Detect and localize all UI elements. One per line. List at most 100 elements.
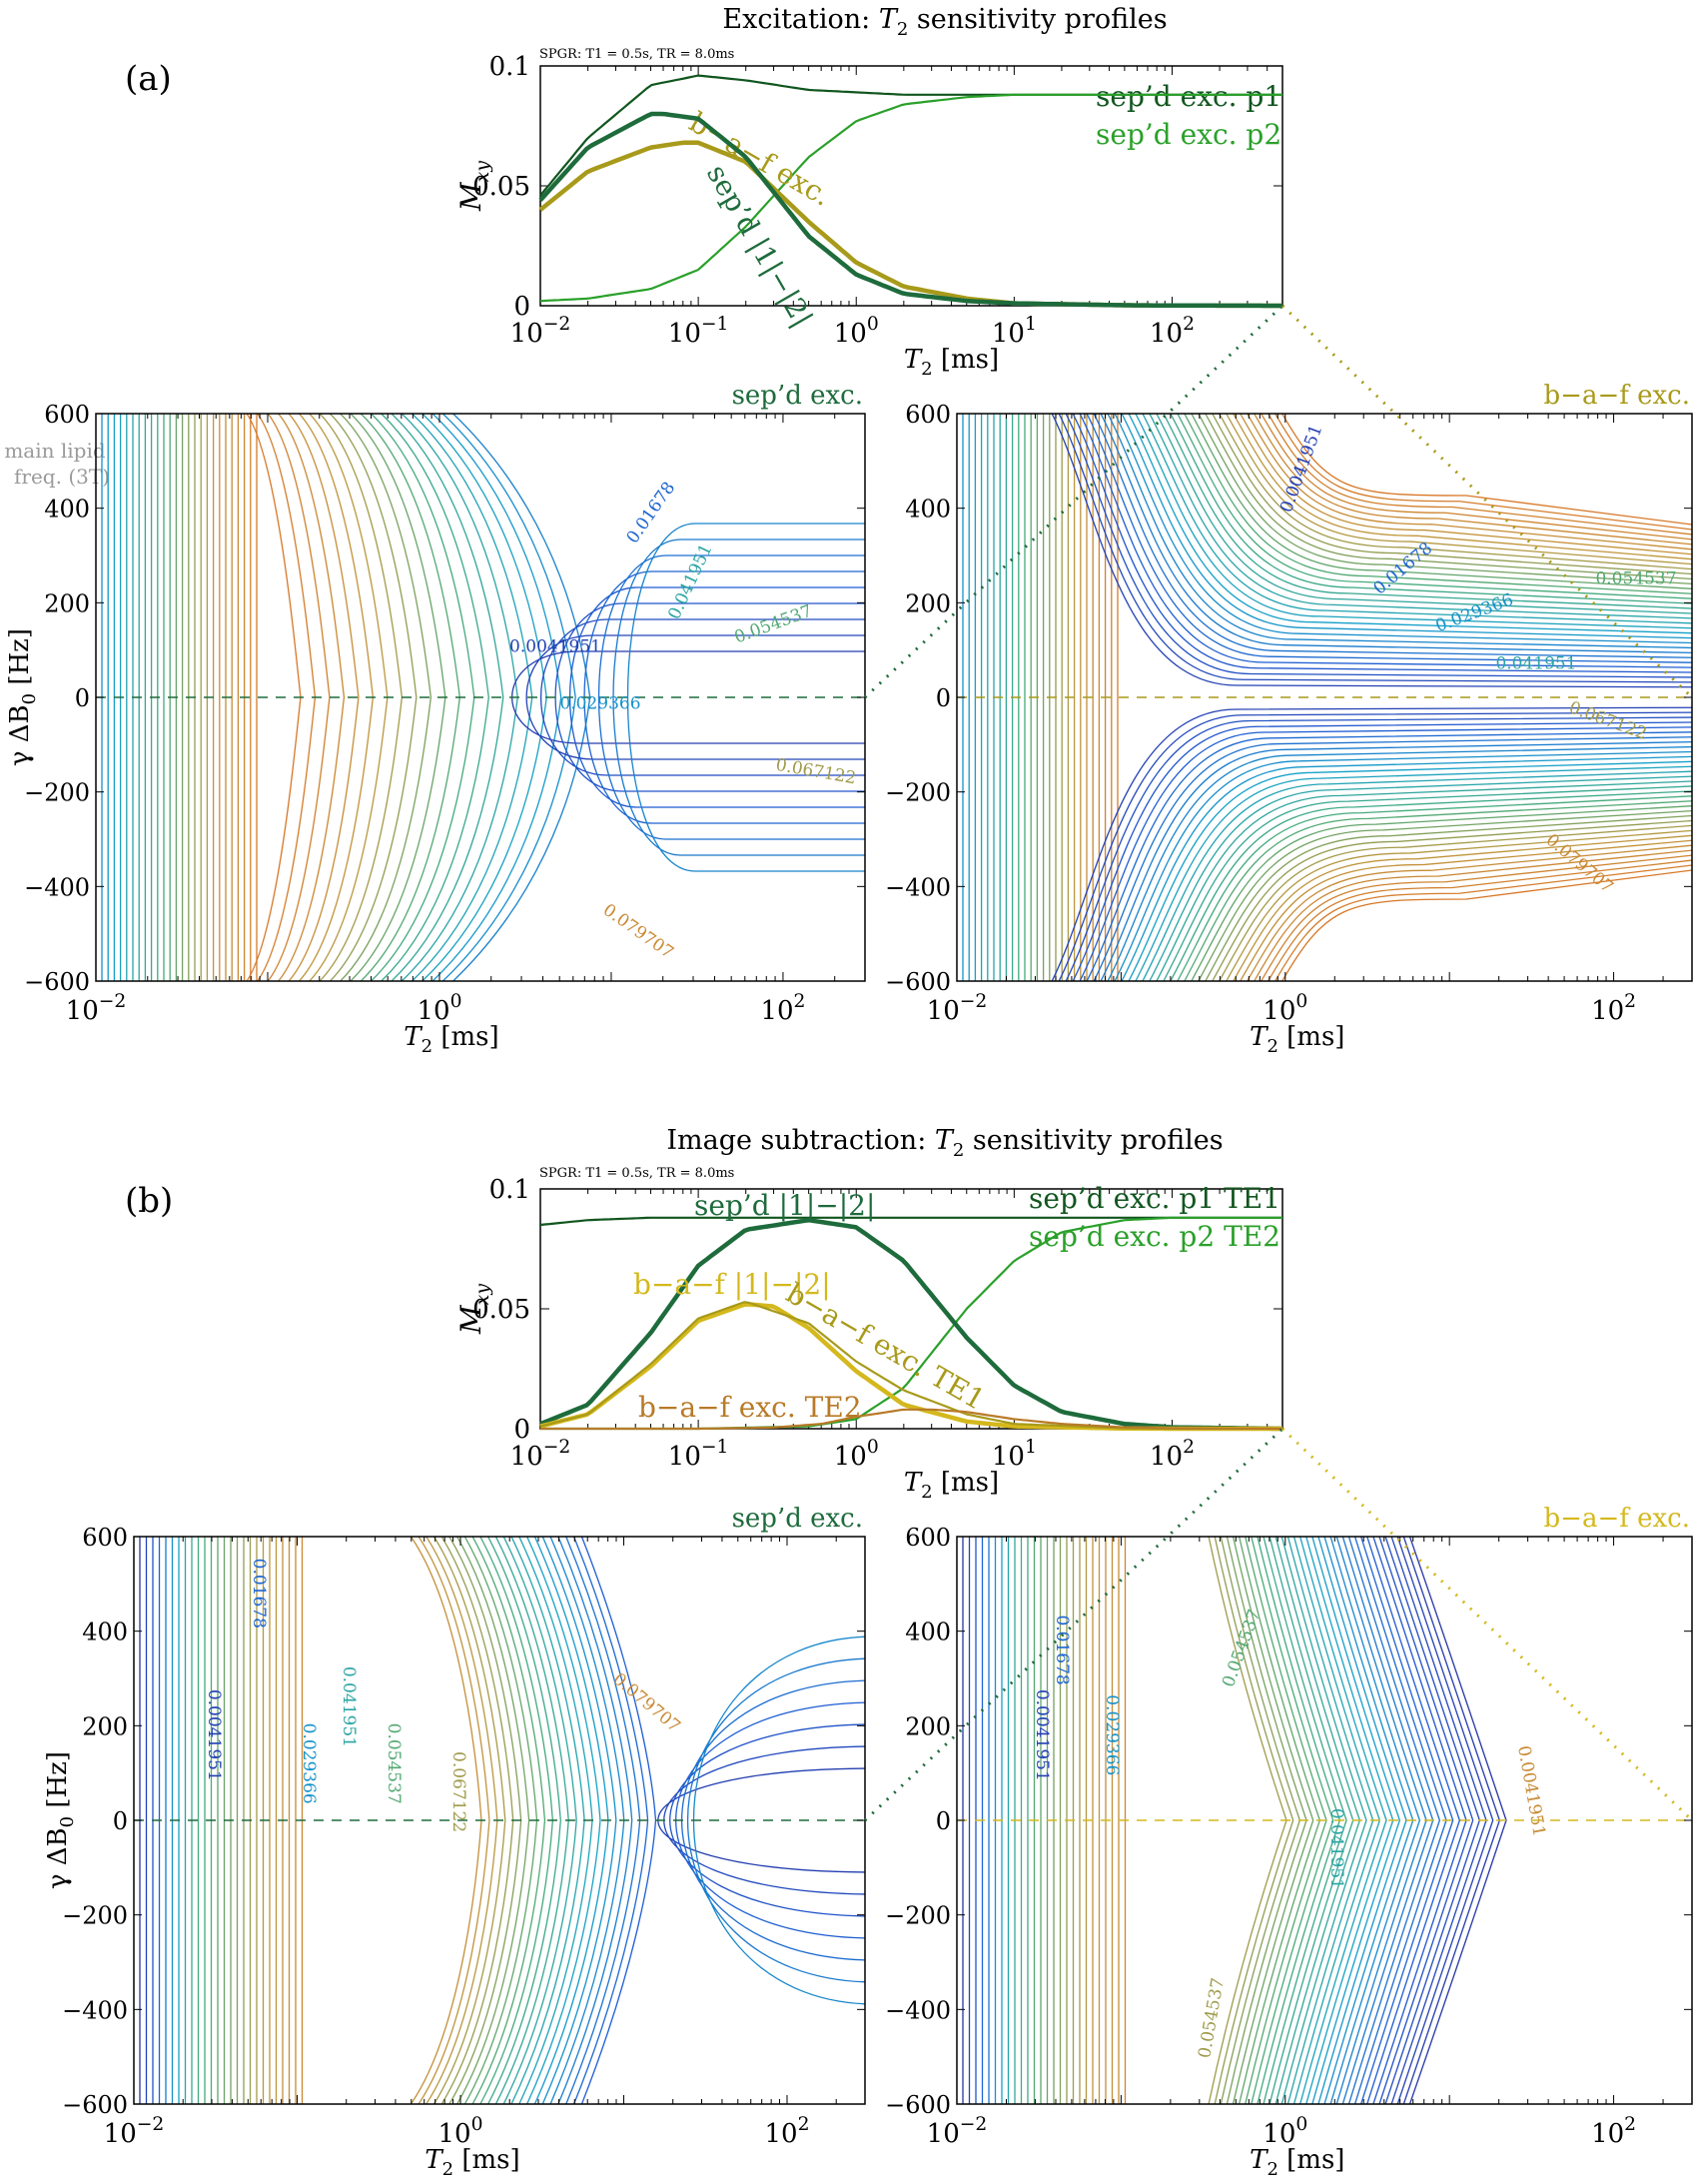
y-tick-label: 600 — [905, 401, 951, 429]
series-label-1: sep’d exc. p2 — [1096, 118, 1281, 151]
contour-label: 0.079707 — [599, 900, 677, 963]
y-tick-label: 0 — [113, 1807, 128, 1835]
contour-label: 0.0041951 — [1513, 1744, 1549, 1838]
x-tick-label: 102 — [1591, 991, 1636, 1026]
series-line-5 — [540, 1408, 1282, 1431]
y-tick-label: 200 — [905, 589, 951, 617]
y-tick-label: 0 — [513, 292, 530, 322]
contour-line — [1263, 1537, 1347, 2104]
series-label-2: b−a−f exc. — [684, 105, 837, 212]
x-tick-label: 10−2 — [927, 2114, 988, 2149]
contour-line — [1093, 414, 1692, 981]
x-tick-label: 100 — [1263, 991, 1307, 1026]
y-axis-label: Mxy — [454, 1284, 493, 1335]
contour-line — [1232, 1537, 1314, 2104]
contour-line — [675, 1701, 865, 1939]
x-axis-label: T2 [ms] — [404, 1022, 498, 1057]
top-plot-b-top: 0 0.05 0.1 10−2 10−1 100 101 102 T2 [ms] Mxy sep’d… — [454, 1175, 1283, 1503]
series-label-0: sep’d exc. p1 TE1 — [1029, 1182, 1280, 1215]
y-tick-label: 400 — [905, 496, 951, 524]
x-tick-label: 102 — [764, 2114, 809, 2149]
panel-b-label: (b) — [125, 1181, 173, 1221]
x-tick-label: 101 — [992, 1437, 1037, 1472]
contour-line — [1149, 414, 1692, 981]
y-axis-label: Mxy — [454, 161, 493, 212]
x-tick-label: 101 — [992, 314, 1037, 349]
contour-line — [1280, 1537, 1367, 2104]
contour-line — [430, 414, 562, 981]
series-line-2 — [539, 1218, 1283, 1432]
series-line-1 — [539, 93, 1282, 303]
contour-line — [1079, 414, 1692, 981]
lipid-label-line2: freq. (3T) — [14, 465, 110, 489]
y-tick-label: 0 — [75, 684, 90, 712]
contour-line — [1114, 414, 1692, 981]
contour-label: 0.041951 — [1495, 654, 1576, 674]
x-tick-label: 102 — [1591, 2114, 1636, 2149]
contour-line — [597, 554, 865, 840]
panel-a-title: Excitation: T2 sensitivity profiles — [722, 4, 1167, 40]
contour-line — [1156, 414, 1692, 981]
y-tick-label: 600 — [44, 401, 90, 429]
contour-plot-b-sepd: 0.0041951 0.01678 0.029366 0.041951 0.054537… — [43, 1504, 866, 2180]
series-label-0: sep’d exc. p1 — [1096, 80, 1281, 113]
x-tick-label: 10−2 — [510, 1437, 571, 1472]
contour-line — [1347, 1537, 1441, 2104]
contour-line — [1260, 414, 1692, 981]
contour-line — [1273, 414, 1692, 981]
x-tick-label: 10−2 — [104, 2114, 165, 2149]
contour-line — [1240, 414, 1692, 981]
contour-line — [1065, 414, 1692, 981]
x-tick-label: 100 — [834, 1437, 879, 1472]
contour-label: 0.067122 — [1566, 697, 1649, 744]
contour-line — [1311, 1537, 1401, 2104]
plots-layer: 0 0.05 0.1 10−2 10−1 100 101 102 T2 [ms] Mxy sep’d… — [5, 52, 1694, 2180]
contour-line — [1051, 414, 1692, 981]
contour-line — [1219, 414, 1692, 981]
x-tick-label: 10−1 — [668, 314, 729, 349]
contour-line — [1191, 414, 1692, 981]
contour-line — [612, 539, 865, 856]
x-tick-label: 100 — [417, 991, 461, 1026]
series-label-3: b−a−f |1|−|2| — [633, 1268, 831, 1301]
y-tick-label: −200 — [24, 779, 90, 807]
contour-line — [471, 1537, 546, 2104]
contour-line — [1408, 1537, 1507, 2104]
y-axis-label: γ ΔB0 [Hz] — [43, 1751, 78, 1889]
contour-line — [1170, 414, 1692, 981]
lipid-label-line1: main lipid — [4, 439, 106, 463]
contour-line — [687, 1657, 865, 1983]
y-tick-label: 0 — [936, 1807, 951, 1835]
contour-label: 0.067122 — [448, 1751, 468, 1832]
contour-title: sep’d exc. — [732, 381, 863, 411]
series-label-5: b−a−f exc. TE2 — [638, 1391, 862, 1424]
contour-label: 0.029366 — [299, 1723, 319, 1804]
contour-line — [1366, 1537, 1461, 2104]
y-tick-label: −400 — [885, 873, 951, 901]
contour-label: 0.01678 — [1052, 1615, 1072, 1684]
contour-line — [572, 1537, 649, 2104]
contour-line — [1214, 1537, 1294, 2104]
y-tick-label: 0 — [513, 1415, 530, 1445]
contour-line — [1072, 414, 1692, 981]
x-axis-label: T2 [ms] — [904, 1468, 999, 1503]
y-tick-label: −400 — [24, 873, 90, 901]
contour-label: 0.054537 — [1219, 1607, 1266, 1689]
contour-label: 0.054537 — [732, 601, 815, 648]
contour-line — [1184, 414, 1692, 981]
contour-label: 0.054537 — [1595, 568, 1676, 588]
contour-line — [1253, 414, 1692, 981]
x-tick-label: 100 — [834, 314, 879, 349]
contour-line — [432, 1537, 506, 2104]
y-axis-label: γ ΔB0 [Hz] — [5, 628, 40, 766]
contour-line — [418, 1537, 490, 2104]
contour-line — [1359, 1537, 1454, 2104]
contour-line — [1329, 1537, 1421, 2104]
y-tick-label: 200 — [44, 589, 90, 617]
y-tick-label: 600 — [905, 1524, 951, 1552]
series-line-2 — [538, 140, 1282, 309]
contour-label: 0.01678 — [249, 1559, 269, 1629]
contour-line — [626, 523, 865, 872]
series-label-2: sep’d |1|−|2| — [694, 1189, 875, 1222]
y-tick-label: 0.05 — [472, 172, 530, 202]
